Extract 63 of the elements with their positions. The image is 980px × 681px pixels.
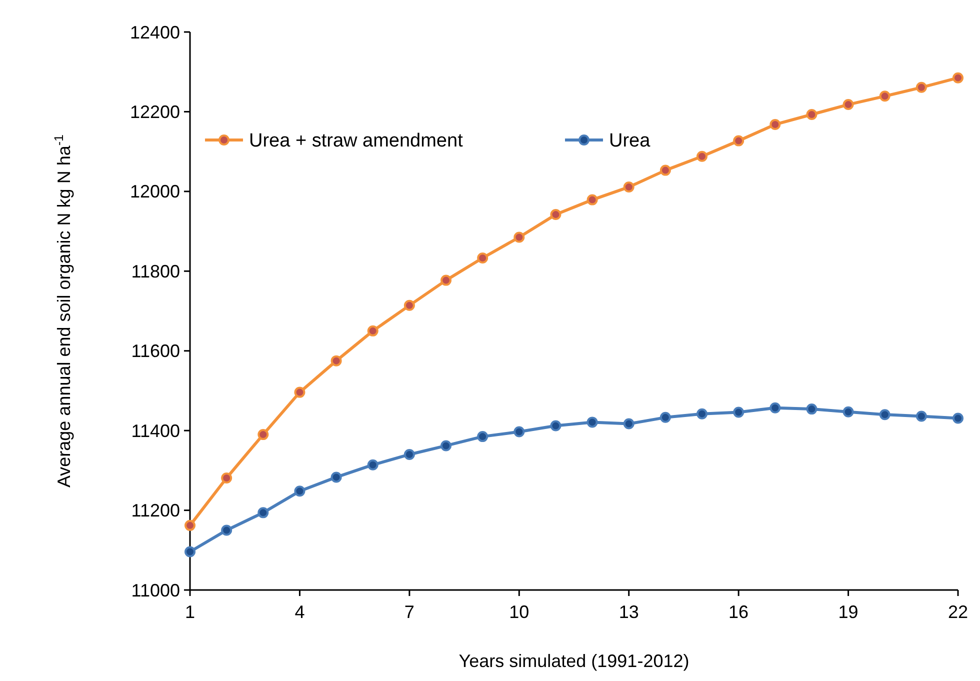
x-tick-label: 10 <box>509 602 530 622</box>
point <box>294 386 306 398</box>
y-tick-label: 12200 <box>130 102 180 122</box>
point <box>806 109 818 120</box>
point <box>550 209 562 220</box>
x-tick-label: 22 <box>948 602 968 622</box>
point <box>952 412 964 424</box>
point <box>184 546 196 558</box>
point <box>770 402 781 414</box>
point <box>916 82 927 93</box>
point <box>879 90 890 102</box>
point <box>184 520 196 531</box>
point <box>514 426 525 438</box>
point <box>221 524 232 536</box>
point <box>330 472 342 483</box>
point <box>477 252 488 264</box>
point <box>404 300 415 311</box>
point <box>623 418 634 430</box>
legend-label: Urea + straw amendment <box>249 130 464 152</box>
point <box>842 406 854 418</box>
point <box>440 274 452 286</box>
point <box>404 448 415 460</box>
point <box>586 416 598 428</box>
y-tick-label: 12400 <box>130 22 180 42</box>
point <box>367 325 378 336</box>
y-tick-label: 11600 <box>131 341 180 362</box>
point <box>258 507 269 518</box>
point <box>770 118 781 130</box>
point <box>221 472 232 484</box>
point <box>733 406 744 418</box>
x-tick-label: 16 <box>728 602 749 622</box>
x-tick-label: 19 <box>838 602 858 622</box>
point <box>367 459 378 470</box>
point <box>660 164 671 176</box>
point <box>514 232 525 243</box>
x-tick-label: 4 <box>294 602 305 622</box>
y-tick-label: 11800 <box>131 261 180 282</box>
y-tick-label: 11400 <box>131 420 180 441</box>
point <box>952 72 964 84</box>
x-tick-label: 13 <box>618 602 639 622</box>
point <box>330 355 342 366</box>
point <box>586 194 598 206</box>
point <box>258 429 269 440</box>
legend-label: Urea <box>609 130 651 152</box>
point <box>842 99 854 110</box>
y-tick-label: 11200 <box>131 500 180 521</box>
point <box>733 135 744 146</box>
point <box>660 412 671 423</box>
point <box>696 408 708 420</box>
x-tick-label: 7 <box>404 602 414 622</box>
x-tick-label: 1 <box>184 602 196 622</box>
y-tick-label: 12000 <box>130 182 180 202</box>
point <box>550 420 562 432</box>
point <box>440 440 452 452</box>
y-tick-label: 11000 <box>131 580 180 600</box>
point <box>477 431 488 442</box>
point <box>806 404 818 415</box>
point <box>916 410 927 422</box>
point <box>623 182 634 193</box>
point <box>294 486 306 497</box>
point <box>879 409 890 420</box>
point <box>696 150 708 162</box>
x-axis-title: Years simulated (1991-2012) <box>458 651 690 671</box>
